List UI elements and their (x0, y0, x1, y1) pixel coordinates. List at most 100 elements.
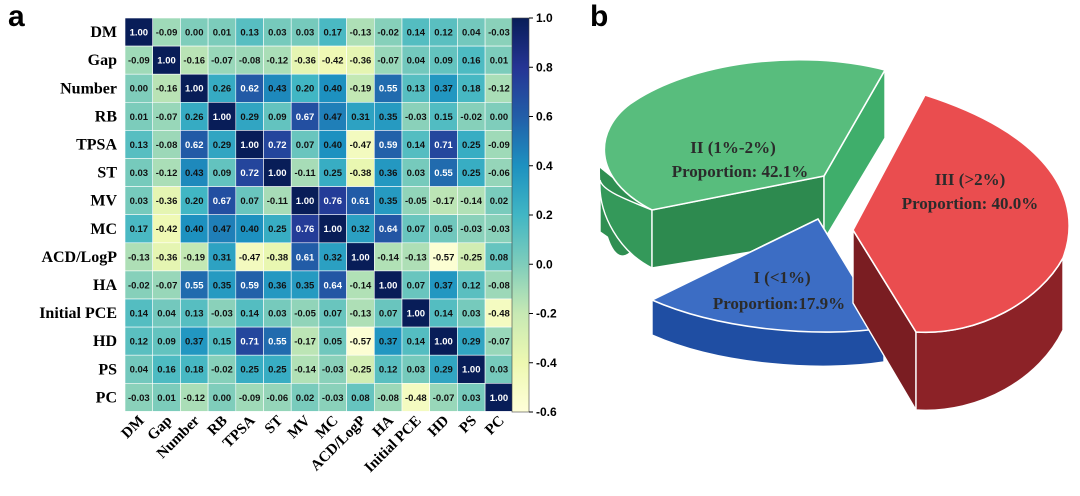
pie-chart: II (1%-2%) Proportion: 42.1% III (>2%) P… (599, 58, 1070, 413)
heatmap-cell (235, 186, 264, 216)
heatmap-cell (484, 45, 514, 75)
heatmap-cell-value: 0.18 (185, 365, 204, 376)
heatmap-cell (346, 45, 375, 75)
heatmap-cell-value: -0.36 (350, 56, 372, 67)
heatmap-cell (263, 326, 292, 356)
heatmap-cell (318, 354, 347, 384)
column-label: ST (262, 413, 286, 437)
heatmap-cell-value: 0.07 (324, 308, 343, 319)
heatmap-cell-value: 0.25 (268, 365, 287, 376)
heatmap-cell-value: 0.02 (490, 196, 509, 207)
heatmap-cell-value: 0.71 (240, 337, 259, 348)
heatmap-cell-value: -0.12 (156, 168, 178, 179)
heatmap-cell-value: 0.01 (213, 27, 232, 38)
colorbar-ticks: 1.0 0.8 0.6 0.4 0.2 0.0 -0.2 -0.4 -0.6 (529, 11, 557, 419)
heatmap-cell-value: 0.25 (462, 140, 481, 151)
heatmap-cell-value: 0.03 (130, 196, 149, 207)
heatmap-cell-value: -0.09 (488, 140, 510, 151)
heatmap-cell-value: -0.03 (405, 112, 427, 123)
heatmap-cell (457, 102, 486, 131)
heatmap-cell-value: 0.67 (213, 196, 232, 207)
heatmap-cell-value: 0.25 (240, 365, 259, 376)
heatmap-cell (457, 186, 486, 216)
heatmap-cell (180, 326, 209, 356)
heatmap-cell-value: 0.12 (130, 337, 149, 348)
heatmap-cell (180, 17, 209, 47)
heatmap-cell (484, 214, 514, 244)
heatmap-cell (180, 298, 209, 328)
heatmap-cell-value: 0.15 (434, 112, 453, 123)
heatmap-cell-value: -0.48 (405, 393, 427, 404)
heatmap-cell-value: 0.47 (324, 112, 343, 123)
heatmap-cell (290, 158, 320, 187)
heatmap-cell (207, 382, 237, 412)
heatmap-cell (207, 186, 237, 216)
heatmap-cell (263, 382, 292, 412)
heatmap-cell (152, 270, 181, 300)
column-label: DM (119, 413, 148, 442)
heatmap-cell-value: 0.35 (379, 196, 398, 207)
heatmap-cell-value: 0.72 (268, 140, 287, 151)
heatmap-cell-value: 0.14 (407, 337, 426, 348)
heatmap-cell-value: -0.14 (294, 365, 316, 376)
heatmap-cell-value: 1.00 (185, 84, 204, 95)
heatmap-cell (180, 45, 209, 75)
heatmap-cell (180, 102, 209, 131)
heatmap-cell-value: 0.55 (268, 337, 287, 348)
heatmap-cell (152, 45, 181, 75)
heatmap-cell (318, 242, 347, 272)
heatmap-cell-value: 0.04 (157, 308, 176, 319)
heatmap-cell-value: -0.13 (350, 308, 372, 319)
heatmap-cell-value: 1.00 (157, 56, 176, 67)
heatmap-cell (401, 102, 431, 131)
heatmap-cell (318, 326, 347, 356)
heatmap-cell-value: 0.03 (130, 168, 149, 179)
heatmap-cell-value: 1.00 (490, 393, 509, 404)
heatmap-cell-value: 0.36 (379, 168, 398, 179)
heatmap-cell-value: 0.35 (213, 280, 232, 291)
heatmap-cell (290, 45, 320, 75)
heatmap-cell (152, 158, 181, 187)
heatmap-cell-value: 0.14 (434, 308, 453, 319)
heatmap-cell-value: 0.29 (213, 140, 232, 151)
heatmap-cell-value: 0.37 (434, 280, 453, 291)
heatmap-cell-value: 0.03 (462, 393, 481, 404)
heatmap-cell-value: -0.36 (156, 196, 178, 207)
heatmap-cell-value: 0.03 (296, 27, 315, 38)
heatmap-cell (457, 130, 486, 159)
heatmap-cell (429, 158, 458, 187)
pie-slice-iii-top (852, 94, 1070, 334)
heatmap-cell-value: -0.02 (377, 27, 399, 38)
heatmap-cell-value: 0.12 (379, 365, 398, 376)
heatmap-cell-value: 0.12 (462, 280, 481, 291)
heatmap-cell (484, 73, 514, 103)
heatmap-cell-value: 0.76 (296, 224, 315, 235)
heatmap-cell (124, 102, 154, 131)
heatmap-cell-value: 0.16 (462, 56, 481, 67)
colorbar-tick-label: -0.2 (536, 307, 557, 321)
heatmap-cell (318, 158, 347, 187)
heatmap-cell-value: 0.61 (296, 252, 315, 263)
heatmap-cell (318, 45, 347, 75)
heatmap-cell (180, 130, 209, 159)
heatmap-cell (429, 242, 458, 272)
heatmap-cell-value: 0.04 (130, 365, 149, 376)
heatmap-cell (124, 242, 154, 272)
heatmap-cell (401, 186, 431, 216)
heatmap-cell-value: 0.32 (351, 224, 370, 235)
heatmap-cell-value: 1.00 (213, 112, 232, 123)
heatmap-cell-value: 0.00 (213, 393, 232, 404)
heatmap-cell-value: 1.00 (434, 337, 453, 348)
heatmap-cell-value: -0.36 (294, 56, 316, 67)
heatmap-cell-value: -0.03 (128, 393, 150, 404)
colorbar-tick-label: -0.6 (536, 405, 557, 419)
heatmap-cell-value: -0.05 (294, 308, 316, 319)
heatmap-cell-value: 1.00 (351, 252, 370, 263)
heatmap-cell-value: 1.00 (296, 196, 315, 207)
heatmap-cell (429, 130, 458, 159)
heatmap-cell (484, 130, 514, 159)
heatmap-cell (318, 102, 347, 131)
heatmap-cell-value: -0.08 (488, 280, 510, 291)
heatmap-cell-value: 1.00 (240, 140, 259, 151)
